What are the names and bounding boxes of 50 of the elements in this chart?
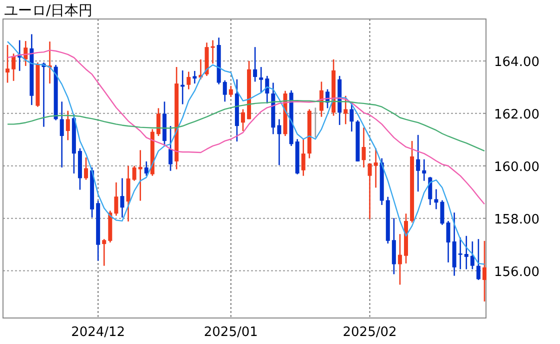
- candlestick: [114, 182, 118, 216]
- candlestick: [12, 52, 16, 82]
- candlestick: [168, 125, 173, 172]
- candlestick: [398, 233, 402, 286]
- ytick: 160.00: [494, 160, 540, 175]
- candlestick: [222, 80, 227, 102]
- ytick: 164.00: [494, 54, 540, 70]
- candlestick: [301, 138, 306, 176]
- candlestick: [259, 66, 264, 94]
- ytick: 158.00: [494, 212, 540, 228]
- candlestick: [192, 70, 197, 84]
- ytick: 156.00: [494, 264, 540, 280]
- candlestick: [138, 149, 142, 202]
- candlestick: [428, 176, 432, 206]
- candlestick: [368, 162, 372, 220]
- ytick: 162.00: [494, 107, 540, 122]
- candlestick: [470, 240, 474, 270]
- candlestick: [265, 75, 270, 104]
- candlestick: [240, 108, 245, 132]
- candlestick: [60, 100, 64, 168]
- candlestick: [277, 118, 282, 166]
- xtick: 2025/01: [204, 325, 258, 340]
- candlestick: [102, 238, 106, 266]
- candlestick: [464, 235, 468, 270]
- candlestick: [344, 95, 348, 125]
- candlestick: [120, 178, 124, 218]
- candlestick: [186, 71, 191, 90]
- candlestick: [253, 46, 258, 82]
- candlestick: [228, 85, 233, 98]
- xtick: 2024/12: [71, 325, 126, 340]
- candlestick: [446, 220, 450, 264]
- candlestick: [66, 110, 70, 141]
- candlestick: [374, 148, 378, 188]
- candlestick: [362, 126, 366, 168]
- candlestick: [458, 236, 462, 270]
- candlestick: [132, 165, 136, 182]
- candlestick: [144, 160, 148, 176]
- candlestick: [416, 134, 420, 192]
- candlestick: [422, 158, 426, 182]
- candlestick: [210, 40, 215, 64]
- candlestick: [84, 156, 88, 180]
- candlestick: [434, 188, 438, 210]
- line-series: [6, 40, 486, 265]
- candlestick: [126, 165, 130, 222]
- xtick: 2025/02: [342, 325, 397, 340]
- title: ユーロ/日本円: [4, 3, 93, 19]
- candlestick: [476, 238, 480, 281]
- candlestick: [6, 44, 10, 84]
- candlestick: [440, 200, 444, 226]
- candlestick: [156, 108, 160, 137]
